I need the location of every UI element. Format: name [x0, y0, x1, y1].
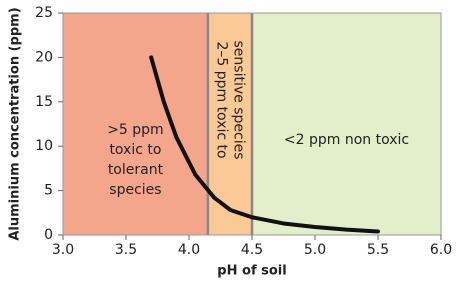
region-label: toxic to: [109, 142, 161, 158]
x-tick-label: 3.5: [115, 242, 137, 258]
x-tick-label: 5.0: [304, 242, 326, 258]
curve: [149, 55, 380, 234]
x-tick-label: 4.0: [178, 242, 200, 258]
region-label: species: [109, 182, 161, 198]
y-tick-label: 0: [44, 227, 53, 243]
x-tick-label: 5.5: [367, 242, 389, 258]
y-tick-label: 20: [35, 49, 53, 65]
x-tick-label: 4.5: [241, 242, 263, 258]
x-axis-label: pH of soil: [217, 264, 286, 279]
region: [63, 13, 208, 235]
x-tick-label: 3.0: [52, 242, 74, 258]
region-label: <2 ppm non toxic: [284, 132, 409, 148]
region-label: tolerant: [108, 162, 164, 178]
x-tick-label: 6.0: [430, 242, 452, 258]
region-label: >5 ppm: [107, 122, 164, 138]
y-tick-label: 10: [35, 138, 53, 154]
y-axis-label: Aluminium concentration (ppm): [8, 7, 23, 240]
region-label: sensitive species: [230, 41, 246, 160]
region: [252, 13, 441, 235]
region-label: 2–5 ppm toxic to: [213, 41, 229, 158]
y-tick-label: 25: [35, 5, 53, 21]
y-tick-label: 5: [44, 183, 53, 199]
y-tick-label: 15: [35, 94, 53, 110]
